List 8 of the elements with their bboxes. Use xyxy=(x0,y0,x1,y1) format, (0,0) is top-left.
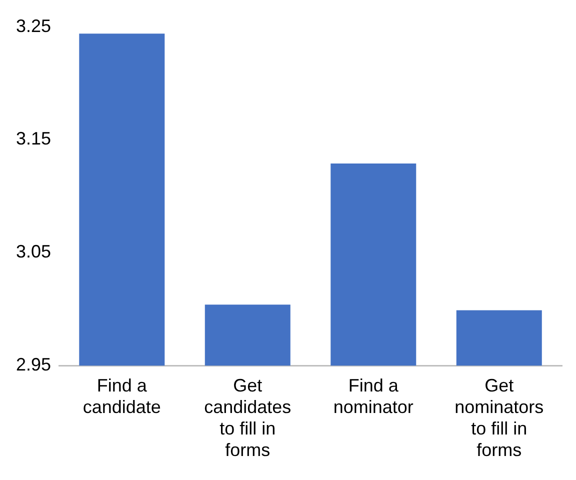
y-tick-label: 3.25 xyxy=(16,16,52,36)
x-tick-label: Find a nominator xyxy=(333,375,414,417)
x-tick-label: Find a candidate xyxy=(82,375,161,417)
x-tick-label: Get nominators to fill in forms xyxy=(454,375,544,460)
x-tick-label: Get candidates to fill in forms xyxy=(204,375,292,460)
y-tick-label: 3.05 xyxy=(16,242,52,262)
y-tick-label: 2.95 xyxy=(16,354,52,375)
y-tick-label: 3.15 xyxy=(16,128,52,149)
